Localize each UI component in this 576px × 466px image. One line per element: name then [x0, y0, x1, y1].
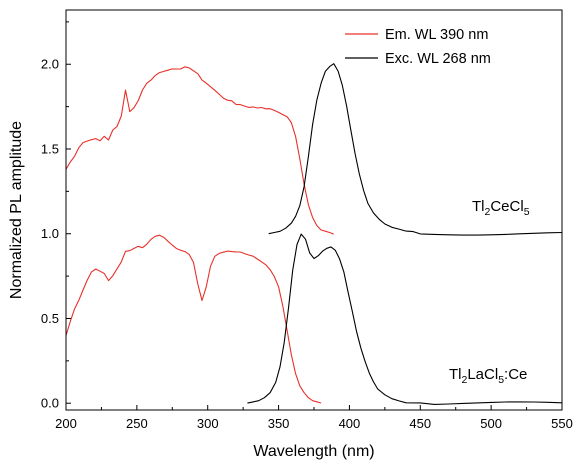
x-tick-label: 250: [126, 416, 148, 431]
annotation-part: CeCl: [490, 198, 523, 215]
y-tick-label: 1.5: [41, 141, 59, 156]
y-tick-label: 0.5: [41, 311, 59, 326]
series-layer: [65, 63, 563, 405]
y-axis-label: Normalized PL amplitude: [8, 121, 25, 299]
annotation-part: Tl: [449, 366, 462, 383]
x-tick-label: 300: [197, 416, 219, 431]
ticks-layer: 200 250 300 350 400 450 500 550 0.0 0.5 1.0 1.5 2.0: [41, 21, 573, 431]
annotation-part: Tl: [472, 198, 485, 215]
annotation-part: LaCl: [467, 366, 498, 383]
annotation-subscript: 5: [524, 206, 530, 218]
x-tick-label: 350: [268, 416, 290, 431]
annotation-tl2cecl5: Tl2CeCl5: [472, 198, 530, 218]
legend-label-excitation: Exc. WL 268 nm: [385, 51, 491, 67]
x-axis-label: Wavelength (nm): [253, 443, 374, 460]
annotation-subscript: 5: [498, 374, 504, 386]
y-tick-label: 2.0: [41, 57, 59, 72]
x-tick-label: 400: [339, 416, 361, 431]
annotation-part: :Ce: [504, 366, 527, 383]
annotation-tl2lacl5-ce: Tl2LaCl5:Ce: [449, 366, 527, 386]
annotation-subscript: 2: [462, 374, 468, 386]
series-line-2: [65, 234, 322, 404]
legend: Em. WL 390 nm Exc. WL 268 nm: [345, 27, 491, 67]
annotation-subscript: 2: [485, 206, 491, 218]
legend-label-emission: Em. WL 390 nm: [385, 27, 488, 43]
y-tick-label: 0.0: [41, 396, 59, 411]
x-tick-label: 450: [409, 416, 431, 431]
x-tick-label: 200: [55, 416, 77, 431]
series-line-3: [247, 233, 563, 405]
y-tick-label: 1.0: [41, 226, 59, 241]
series-line-1: [268, 63, 563, 236]
x-tick-label: 550: [551, 416, 573, 431]
series-line-0: [65, 66, 334, 235]
x-tick-label: 500: [480, 416, 502, 431]
